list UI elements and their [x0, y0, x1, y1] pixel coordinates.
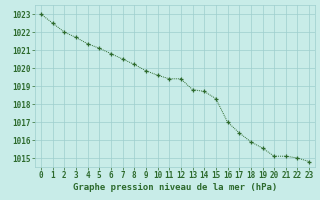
X-axis label: Graphe pression niveau de la mer (hPa): Graphe pression niveau de la mer (hPa) — [73, 183, 277, 192]
